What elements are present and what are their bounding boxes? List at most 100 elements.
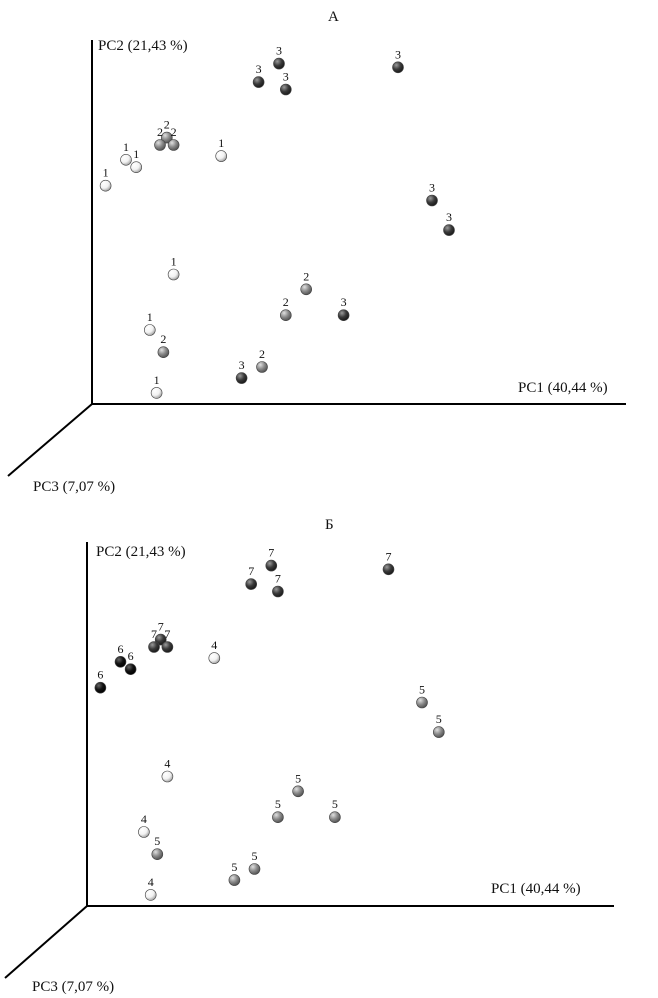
data-point — [144, 889, 157, 901]
data-point — [151, 848, 164, 861]
data-point-label: 1 — [171, 255, 177, 269]
data-point — [245, 578, 257, 590]
data-point — [94, 681, 107, 694]
data-point-label: 7 — [248, 564, 254, 578]
data-point-label: 3 — [256, 62, 262, 76]
panel-a-pc1-label: PC1 (40,44 %) — [518, 380, 608, 396]
panel-b-letter: Б — [325, 517, 334, 533]
data-point — [114, 655, 127, 668]
data-point-label: 3 — [239, 358, 245, 372]
panel-b-pc1-label: PC1 (40,44 %) — [491, 881, 581, 897]
data-point — [154, 633, 167, 646]
data-point — [443, 224, 455, 236]
data-point-label: 5 — [252, 849, 258, 863]
data-point-label: 3 — [395, 47, 401, 61]
data-point-label: 5 — [436, 712, 442, 726]
data-point-label: 3 — [276, 44, 282, 58]
data-point-label: 4 — [211, 638, 217, 652]
data-point — [248, 863, 261, 875]
data-point — [161, 641, 174, 653]
data-point — [161, 770, 174, 783]
panel-b: Б PC2 (21,43 %) PC1 (40,44 %) PC3 (7,07 … — [4, 517, 614, 995]
data-point — [273, 57, 285, 70]
panel-a: А PC2 (21,43 %) PC1 (40,44 %) PC3 (7,07 … — [7, 9, 626, 495]
data-point-label: 4 — [148, 875, 154, 889]
data-point-label: 7 — [386, 549, 392, 563]
panel-a-pc3-axis — [7, 403, 93, 477]
data-point-label: 7 — [151, 627, 157, 641]
data-point — [265, 559, 278, 572]
data-point-label: 1 — [147, 310, 153, 324]
data-point — [329, 811, 341, 824]
data-point-label: 2 — [160, 332, 166, 346]
data-point-label: 5 — [231, 860, 237, 874]
data-point — [279, 83, 292, 96]
data-point — [157, 346, 170, 359]
data-point-label: 5 — [295, 771, 301, 785]
data-point — [208, 652, 221, 664]
data-point-label: 7 — [164, 627, 170, 641]
data-point — [235, 372, 248, 384]
data-point — [99, 179, 112, 192]
data-point — [138, 826, 150, 838]
data-point-label: 1 — [133, 147, 139, 161]
data-point-label: 1 — [218, 136, 224, 150]
data-point-label: 2 — [164, 118, 170, 132]
data-point — [215, 150, 227, 162]
data-point — [300, 283, 313, 296]
data-point-label: 6 — [97, 668, 103, 682]
data-point — [144, 324, 156, 336]
panel-a-pc3-label: PC3 (7,07 %) — [33, 479, 115, 495]
panel-a-pc2-label: PC2 (21,43 %) — [98, 38, 188, 54]
data-point-label: 2 — [171, 125, 177, 139]
data-point — [150, 387, 163, 399]
data-point — [228, 874, 241, 886]
data-point-label: 2 — [259, 347, 265, 361]
data-point — [382, 563, 395, 576]
data-point-label: 2 — [303, 269, 309, 283]
data-point-label: 6 — [118, 642, 124, 656]
panel-b-pc3-axis — [4, 905, 88, 979]
data-point-label: 3 — [283, 70, 289, 84]
data-point — [154, 139, 166, 151]
data-point-label: 5 — [154, 834, 160, 848]
panel-a-letter: А — [328, 9, 339, 25]
data-point — [167, 139, 180, 151]
panel-b-pc3-label: PC3 (7,07 %) — [32, 979, 114, 995]
data-point — [272, 811, 284, 824]
data-point — [432, 726, 445, 738]
data-point-label: 5 — [275, 797, 281, 811]
data-point-label: 2 — [157, 125, 163, 139]
data-point — [148, 641, 160, 653]
data-point-label: 1 — [123, 140, 129, 154]
panel-b-pc2-label: PC2 (21,43 %) — [96, 544, 186, 560]
data-point — [161, 131, 173, 144]
data-point — [337, 309, 350, 322]
data-point-label: 3 — [429, 181, 435, 195]
data-point-label: 1 — [103, 166, 109, 180]
data-point — [120, 154, 132, 166]
data-point-label: 7 — [268, 546, 274, 560]
data-point — [279, 309, 292, 322]
data-point — [392, 61, 404, 74]
data-point-label: 5 — [332, 797, 338, 811]
data-point — [252, 76, 265, 88]
data-point — [124, 663, 137, 676]
data-point — [426, 194, 438, 207]
data-point-label: 6 — [128, 649, 134, 663]
data-point-label: 1 — [154, 373, 160, 387]
data-point — [272, 585, 284, 598]
data-point-label: 4 — [141, 812, 147, 826]
data-point — [167, 268, 180, 281]
data-point — [130, 161, 142, 173]
data-point-label: 5 — [419, 683, 425, 697]
data-point-label: 4 — [164, 757, 170, 771]
data-point-label: 3 — [446, 210, 452, 224]
data-point — [416, 696, 428, 709]
data-point-label: 2 — [283, 295, 289, 309]
data-point-label: 7 — [275, 572, 281, 586]
data-point — [256, 361, 268, 373]
